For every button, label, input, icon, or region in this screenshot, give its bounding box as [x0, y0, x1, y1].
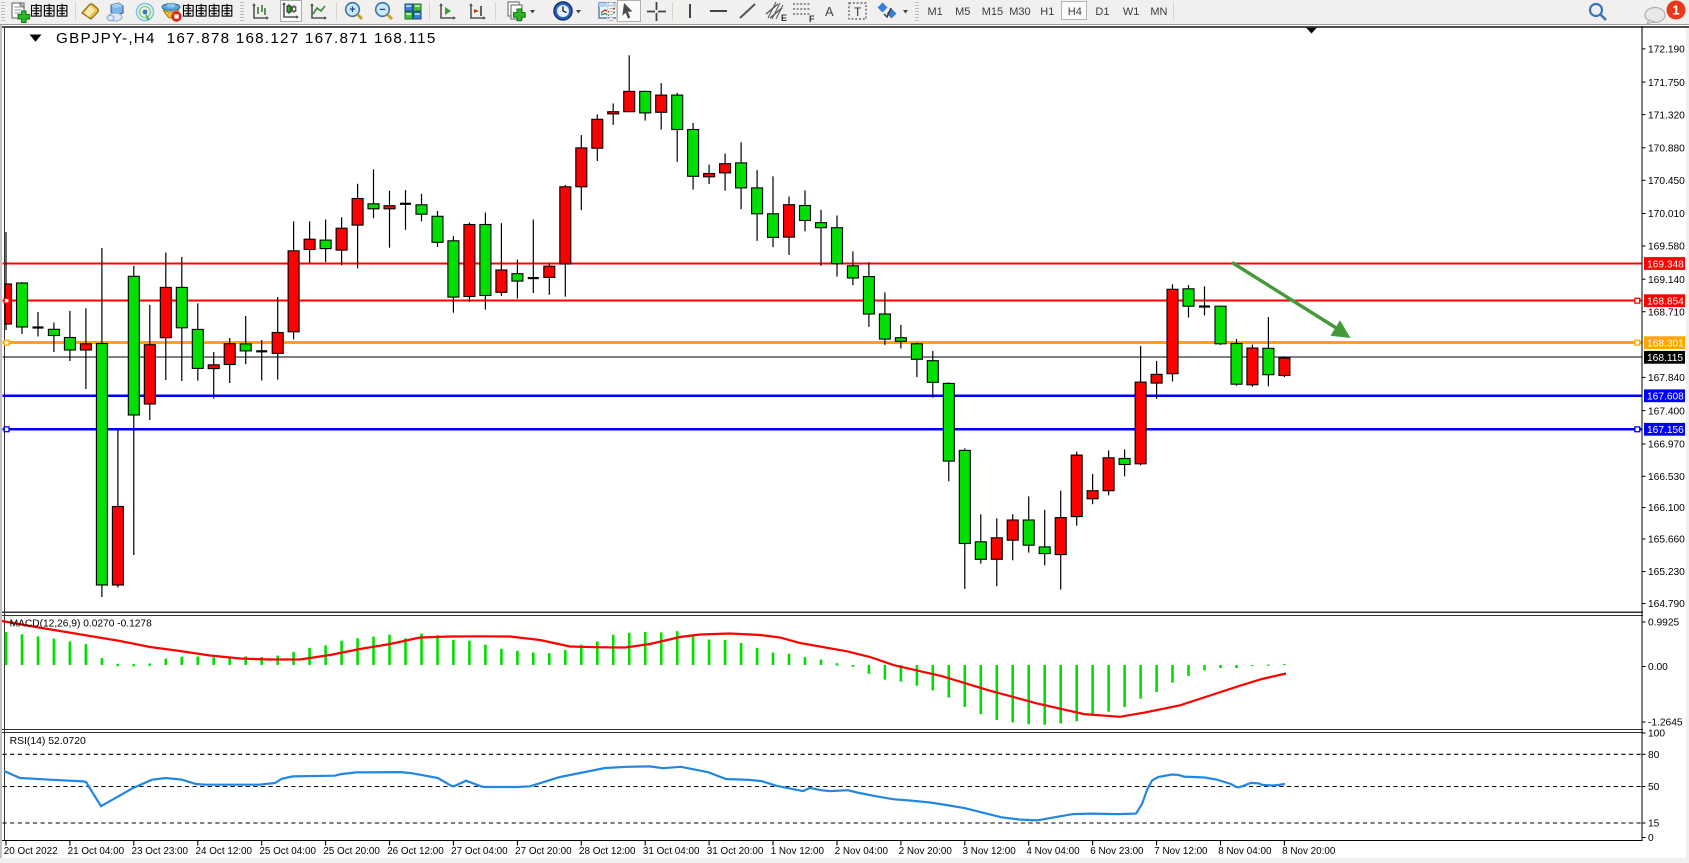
svg-text:28 Oct 12:00: 28 Oct 12:00 [579, 846, 636, 857]
svg-text:6 Nov 23:00: 6 Nov 23:00 [1090, 846, 1144, 857]
svg-text:166.530: 166.530 [1648, 472, 1685, 483]
svg-text:50: 50 [1648, 782, 1660, 793]
svg-text:172.190: 172.190 [1648, 45, 1685, 56]
svg-text:1 Nov 12:00: 1 Nov 12:00 [771, 846, 825, 857]
svg-text:166.100: 166.100 [1648, 503, 1685, 514]
svg-text:-1.2645: -1.2645 [1648, 718, 1683, 729]
svg-text:4 Nov 04:00: 4 Nov 04:00 [1026, 846, 1080, 857]
svg-text:170.010: 170.010 [1648, 209, 1685, 220]
svg-text:100: 100 [1648, 729, 1665, 740]
svg-text:E: E [781, 13, 787, 23]
svg-text:2 Nov 04:00: 2 Nov 04:00 [835, 846, 889, 857]
svg-text:171.750: 171.750 [1648, 78, 1685, 89]
svg-text:168.710: 168.710 [1648, 307, 1685, 318]
svg-text:169.580: 169.580 [1648, 242, 1685, 253]
svg-text:27 Oct 04:00: 27 Oct 04:00 [451, 846, 508, 857]
svg-text:170.880: 170.880 [1648, 144, 1685, 155]
svg-text:31 Oct 04:00: 31 Oct 04:00 [643, 846, 700, 857]
svg-text:T: T [854, 5, 862, 19]
svg-text:165.660: 165.660 [1648, 535, 1685, 546]
svg-text:RSI(14) 52.0720: RSI(14) 52.0720 [10, 736, 86, 747]
svg-text:F: F [809, 14, 815, 24]
svg-text:31 Oct 20:00: 31 Oct 20:00 [707, 846, 764, 857]
svg-text:2 Nov 20:00: 2 Nov 20:00 [899, 846, 953, 857]
svg-text:8 Nov 20:00: 8 Nov 20:00 [1282, 846, 1336, 857]
svg-text:21 Oct 04:00: 21 Oct 04:00 [68, 846, 125, 857]
svg-text:169.348: 169.348 [1647, 259, 1684, 270]
svg-text:3 Nov 12:00: 3 Nov 12:00 [963, 846, 1017, 857]
svg-text:168.854: 168.854 [1647, 297, 1684, 308]
svg-text:164.790: 164.790 [1648, 599, 1685, 610]
svg-text:167.840: 167.840 [1648, 373, 1685, 384]
svg-text:168.301: 168.301 [1647, 339, 1684, 350]
svg-text:0.00: 0.00 [1648, 662, 1668, 673]
svg-text:23 Oct 23:00: 23 Oct 23:00 [132, 846, 189, 857]
svg-text:166.970: 166.970 [1648, 440, 1685, 451]
svg-text:165.230: 165.230 [1648, 567, 1685, 578]
svg-text:80: 80 [1648, 750, 1660, 761]
svg-text:25 Oct 20:00: 25 Oct 20:00 [323, 846, 380, 857]
svg-text:167.156: 167.156 [1647, 425, 1684, 436]
svg-text:15: 15 [1648, 819, 1660, 830]
svg-text:24 Oct 12:00: 24 Oct 12:00 [196, 846, 253, 857]
svg-text:0: 0 [1648, 833, 1654, 844]
svg-text:MACD(12,26,9) 0.0270 -0.1278: MACD(12,26,9) 0.0270 -0.1278 [10, 619, 152, 630]
svg-text:GBPJPY-,H4 167.878 168.127 16: GBPJPY-,H4 167.878 168.127 167.871 168.1… [56, 30, 437, 47]
svg-text:0.9925: 0.9925 [1648, 618, 1679, 629]
svg-text:+: + [349, 4, 355, 16]
svg-text:27 Oct 20:00: 27 Oct 20:00 [515, 846, 572, 857]
svg-text:170.450: 170.450 [1648, 176, 1685, 187]
svg-text:−: − [379, 4, 385, 16]
svg-text:167.400: 167.400 [1648, 406, 1685, 417]
svg-text:26 Oct 12:00: 26 Oct 12:00 [387, 846, 444, 857]
svg-text:169.140: 169.140 [1648, 275, 1685, 286]
svg-text:25 Oct 04:00: 25 Oct 04:00 [259, 846, 316, 857]
svg-text:1: 1 [1672, 3, 1679, 18]
svg-text:8 Nov 04:00: 8 Nov 04:00 [1218, 846, 1272, 857]
svg-text:20 Oct 2022: 20 Oct 2022 [4, 846, 58, 857]
svg-text:167.608: 167.608 [1647, 392, 1684, 403]
svg-text:168.115: 168.115 [1647, 353, 1683, 364]
svg-text:7 Nov 12:00: 7 Nov 12:00 [1154, 846, 1208, 857]
svg-text:171.320: 171.320 [1648, 110, 1685, 121]
